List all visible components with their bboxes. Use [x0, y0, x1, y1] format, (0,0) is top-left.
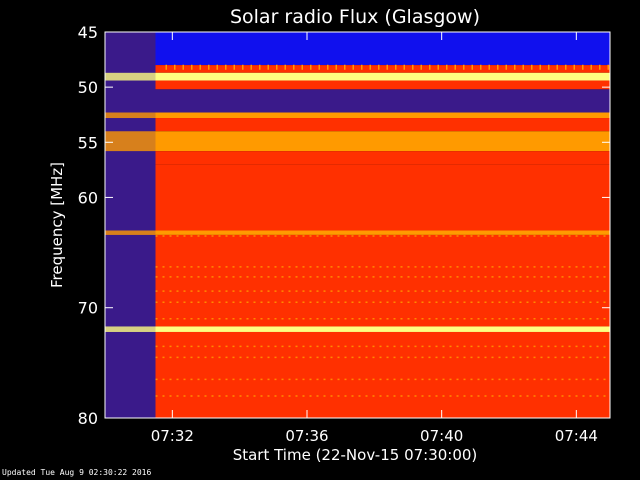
frequency-band-2 — [155, 72, 610, 81]
frequency-band-8 — [155, 151, 610, 165]
frequency-band-9 — [155, 164, 610, 231]
frequency-band-13 — [155, 331, 610, 418]
y-axis: 45 50 55 60 70 80 — [78, 23, 610, 428]
quiet-region — [105, 32, 156, 418]
y-tick-label: 80 — [78, 409, 98, 428]
x-tick-label: 07:32 — [151, 427, 194, 445]
y-tick-label: 70 — [78, 299, 98, 318]
frequency-band-quiet-2 — [105, 72, 156, 81]
footer-updated-timestamp: Updated Tue Aug 9 02:30:22 2016 — [2, 468, 152, 477]
frequency-band-12 — [155, 326, 610, 332]
y-tick-label: 60 — [78, 188, 98, 207]
frequency-band-0 — [155, 32, 610, 66]
frequency-band-quiet-10 — [105, 230, 156, 235]
x-tick-label: 07:44 — [555, 427, 598, 445]
plot-frame — [104, 31, 611, 419]
x-axis: 07:32 07:36 07:40 07:44 — [151, 32, 598, 445]
y-axis-label: Frequency [MHz] — [48, 162, 66, 288]
frequency-band-10 — [155, 230, 610, 235]
chart-title: Solar radio Flux (Glasgow) — [230, 6, 480, 28]
y-tick-label: 45 — [78, 23, 98, 42]
y-tick-label: 55 — [78, 133, 98, 152]
frequency-band-5 — [155, 112, 610, 119]
frequency-band-11 — [155, 234, 610, 327]
frequency-band-quiet-7 — [105, 131, 156, 152]
frequency-band-6 — [155, 118, 610, 132]
x-axis-label: Start Time (22-Nov-15 07:30:00) — [233, 446, 478, 464]
frequency-band-3 — [155, 80, 610, 90]
frequency-band-quiet-12 — [105, 326, 156, 332]
frequency-band-1 — [155, 65, 610, 73]
frequency-band-7 — [155, 131, 610, 152]
y-tick-label: 50 — [78, 78, 98, 97]
x-tick-label: 07:36 — [285, 427, 328, 445]
spectrogram-plot-area — [105, 32, 610, 418]
frequency-band-4 — [155, 89, 610, 113]
x-tick-label: 07:40 — [420, 427, 463, 445]
frequency-band-quiet-5 — [105, 112, 156, 119]
